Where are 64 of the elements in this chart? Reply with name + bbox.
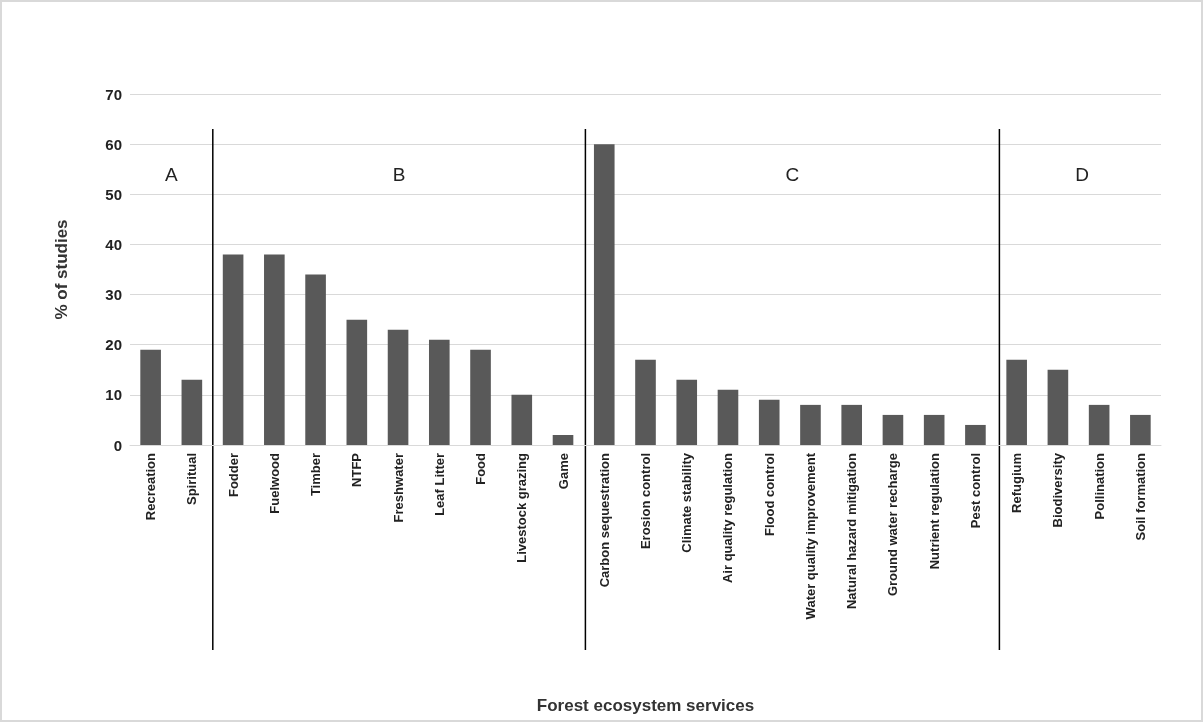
y-tick-label: 10 bbox=[105, 386, 122, 404]
x-tick-label: Recreation bbox=[143, 452, 159, 521]
bar bbox=[511, 394, 533, 445]
bar bbox=[635, 359, 656, 445]
bar bbox=[965, 424, 986, 445]
annotation: C bbox=[785, 164, 800, 186]
x-tick-label: Food bbox=[473, 452, 489, 485]
bar bbox=[800, 404, 821, 445]
bar bbox=[1088, 404, 1110, 445]
x-tick-label: Leaf Litter bbox=[431, 453, 447, 516]
annotation: D bbox=[1075, 164, 1090, 186]
bar bbox=[882, 414, 904, 445]
y-axis-title: % of studies bbox=[52, 219, 71, 320]
x-tick-label: Nutrient regulation bbox=[926, 452, 942, 570]
bar bbox=[1130, 414, 1151, 445]
bar bbox=[222, 254, 244, 445]
x-tick-label: Ground water recharge bbox=[885, 453, 901, 597]
x-tick-label: Pollination bbox=[1091, 452, 1107, 520]
bar bbox=[1006, 359, 1027, 445]
bar bbox=[140, 349, 161, 445]
x-axis-title: Forest ecosystem services bbox=[536, 696, 755, 715]
x-tick-label: Air quality regulation bbox=[720, 452, 736, 584]
x-tick-label: Game bbox=[555, 453, 571, 490]
bar bbox=[552, 434, 574, 445]
x-tick-label: Fuelwood bbox=[266, 452, 282, 514]
x-tick-label: Flood control bbox=[761, 453, 777, 537]
x-tick-label: Biodiversity bbox=[1050, 452, 1066, 528]
bar bbox=[841, 404, 863, 445]
bar bbox=[428, 339, 450, 445]
x-tick-label: Carbon sequestration bbox=[596, 452, 612, 588]
bar bbox=[593, 144, 615, 445]
bar bbox=[305, 274, 326, 445]
bar bbox=[470, 349, 491, 445]
x-tick-label: NTFP bbox=[349, 452, 365, 487]
x-tick-label: Spiritual bbox=[184, 453, 200, 506]
bar bbox=[676, 379, 698, 445]
annotation: A bbox=[165, 164, 179, 186]
x-tick-label: Pest control bbox=[967, 453, 983, 529]
bar bbox=[181, 379, 203, 445]
bar bbox=[758, 399, 780, 445]
x-tick-label: Climate stability bbox=[679, 452, 695, 553]
x-tick-label: Natural hazard mitigation bbox=[844, 452, 860, 610]
y-tick-label: 20 bbox=[105, 336, 122, 354]
x-tick-label: Livestock grazing bbox=[514, 452, 530, 563]
x-tick-label: Freshwater bbox=[390, 453, 406, 523]
y-tick-label: 50 bbox=[105, 185, 122, 203]
x-tick-label: Soil formation bbox=[1132, 452, 1148, 541]
bar bbox=[264, 254, 285, 445]
bar bbox=[1047, 369, 1069, 445]
bar bbox=[346, 319, 368, 445]
y-tick-label: 70 bbox=[105, 85, 122, 103]
y-tick-label: 30 bbox=[105, 286, 122, 304]
x-tick-label: Fodder bbox=[225, 453, 241, 498]
y-tick-label: 40 bbox=[105, 235, 122, 253]
x-tick-label: Water quality improvement bbox=[802, 452, 818, 620]
annotation: B bbox=[392, 164, 406, 186]
y-tick-label: 60 bbox=[105, 135, 122, 153]
x-tick-label: Refugium bbox=[1009, 453, 1025, 513]
x-tick-label: Timber bbox=[308, 453, 324, 497]
y-tick-label: 0 bbox=[113, 436, 122, 454]
bar bbox=[923, 414, 945, 445]
x-tick-label: Erosion control bbox=[638, 453, 653, 550]
bar bbox=[387, 329, 409, 445]
bar bbox=[717, 389, 739, 445]
